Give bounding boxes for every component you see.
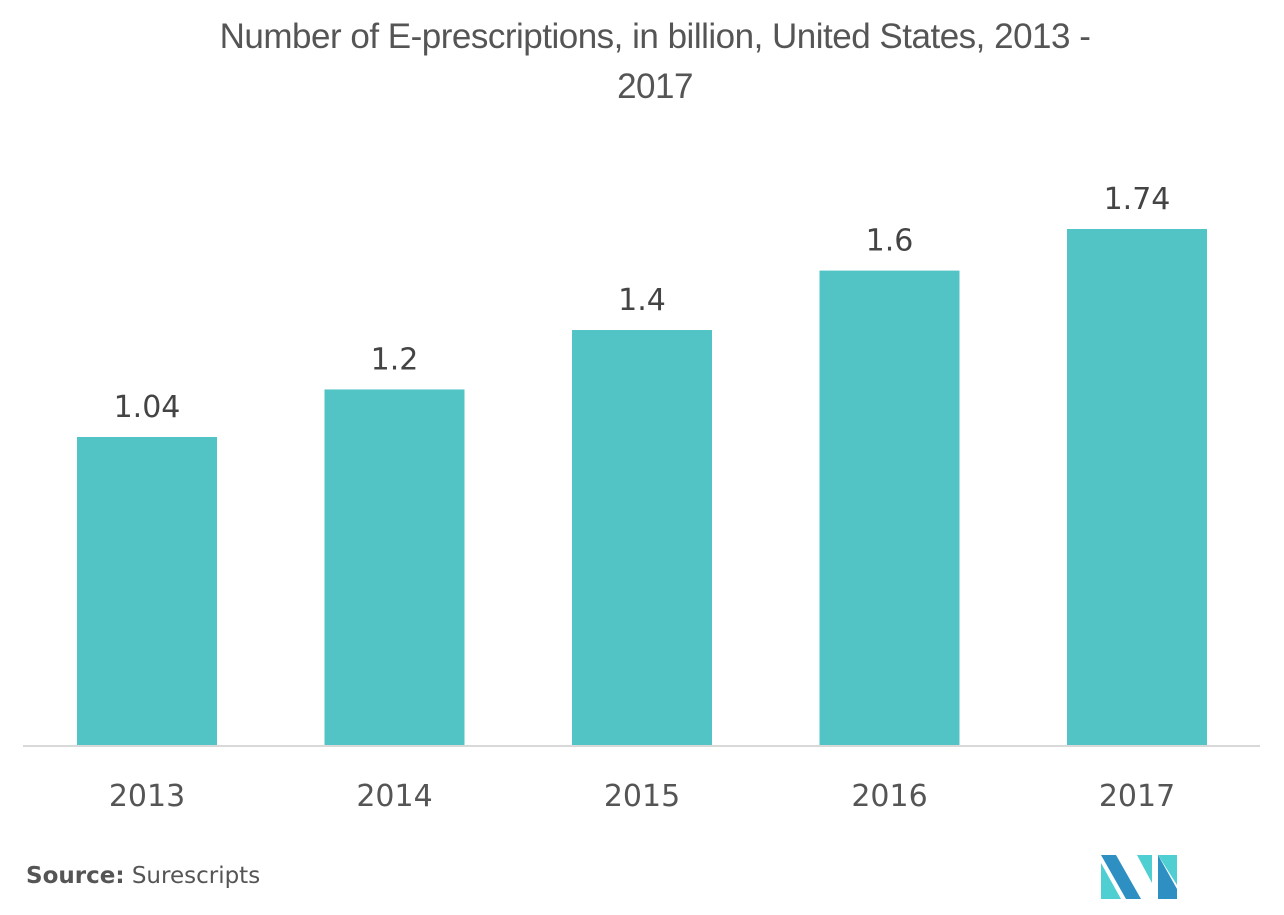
source-note: Source: Surescripts — [26, 863, 260, 889]
logo-right-dark-shape — [1158, 855, 1177, 899]
value-label-2013: 1.04 — [114, 390, 181, 425]
bar-2015 — [572, 330, 712, 746]
source-value: Surescripts — [131, 863, 261, 889]
logo-right-top-shape — [1158, 855, 1177, 885]
category-label-2016: 2016 — [851, 779, 927, 814]
value-label-2015: 1.4 — [618, 283, 666, 318]
category-label-2015: 2015 — [604, 779, 680, 814]
company-logo-icon — [1101, 855, 1177, 899]
category-labels-group: 2013 2014 2015 2016 2017 — [109, 779, 1175, 814]
bar-2016 — [819, 270, 960, 746]
bar-2017 — [1067, 229, 1207, 746]
chart-title-line-1: Number of E-prescriptions, in billion, U… — [219, 17, 1091, 56]
logo-left-light-shape — [1101, 863, 1121, 899]
value-label-2014: 1.2 — [371, 342, 419, 377]
chart-title-line-2: 2017 — [617, 67, 693, 106]
value-label-2017: 1.74 — [1104, 182, 1171, 217]
source-label: Source: — [26, 863, 125, 889]
bar-chart: 1.04 1.2 1.4 1.6 1.74 2013 2014 2015 2016 2017 — [23, 182, 1260, 814]
category-label-2014: 2014 — [356, 779, 432, 814]
bar-2013 — [77, 436, 217, 746]
category-label-2017: 2017 — [1099, 779, 1175, 814]
value-label-2016: 1.6 — [866, 224, 914, 259]
bars-group — [77, 229, 1207, 746]
logo-left-dark-shape — [1101, 855, 1141, 899]
category-label-2013: 2013 — [109, 779, 185, 814]
logo-right-light-shape — [1137, 855, 1152, 883]
value-labels-group: 1.04 1.2 1.4 1.6 1.74 — [114, 182, 1171, 425]
chart-title: Number of E-prescriptions, in billion, U… — [0, 12, 1284, 112]
bar-2014 — [324, 389, 465, 746]
